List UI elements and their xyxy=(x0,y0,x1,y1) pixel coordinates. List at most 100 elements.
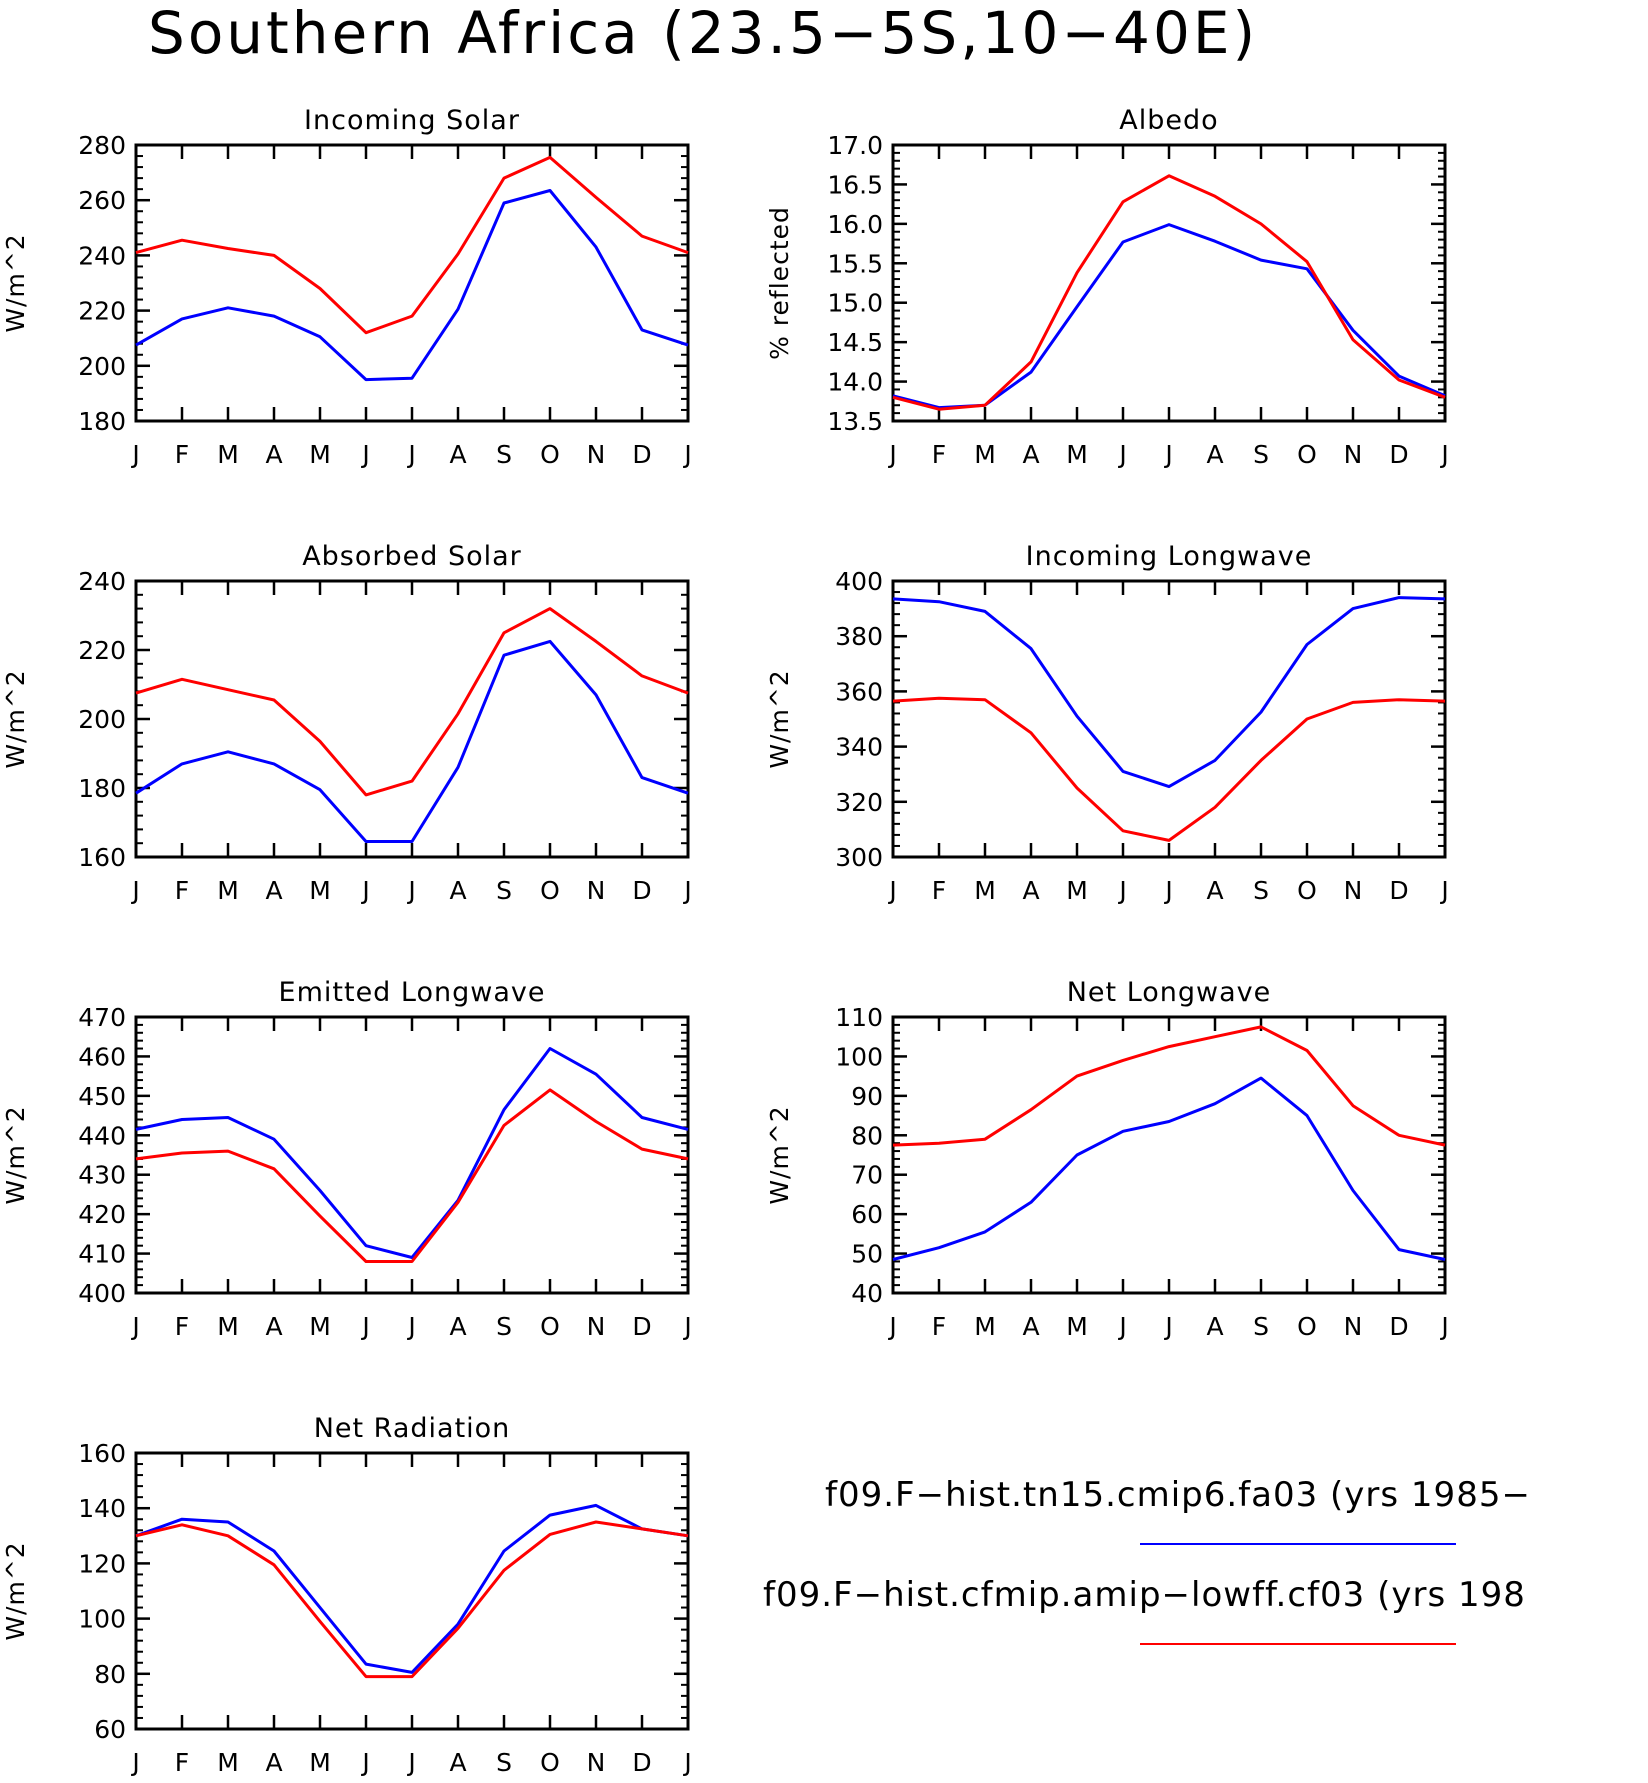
x-tick-label: J xyxy=(406,876,415,905)
x-tick-label: J xyxy=(887,1312,896,1341)
panel-title: Absorbed Solar xyxy=(302,541,522,572)
x-tick-label: N xyxy=(587,1312,606,1341)
figure-title: Southern Africa (23.5−5S,10−40E) xyxy=(148,0,1258,67)
x-tick-label: S xyxy=(1253,1312,1269,1341)
x-tick-label: J xyxy=(682,1312,691,1341)
x-tick-label: J xyxy=(887,440,896,469)
y-tick-label: 430 xyxy=(78,1161,126,1190)
x-tick-label: S xyxy=(496,876,512,905)
panel-incoming-longwave: J F M A M J J A S O N D J300320340360380400Incoming … xyxy=(765,541,1449,905)
series-line-case1 xyxy=(135,1047,689,1259)
series-line-case2 xyxy=(135,1088,689,1263)
x-tick-label: J xyxy=(1439,1312,1448,1341)
panel-incoming-solar: J F M A M J J A S O N D J180200220240260280Incoming … xyxy=(1,105,692,469)
y-tick-label: 320 xyxy=(835,788,883,817)
panel-title: Net Longwave xyxy=(1067,977,1272,1008)
y-tick-label: 160 xyxy=(78,1439,126,1468)
y-axis-label: W/m^2 xyxy=(1,669,30,768)
x-tick-label: M xyxy=(974,1312,996,1341)
x-tick-label: M xyxy=(309,1748,331,1777)
x-tick-label: D xyxy=(1389,876,1408,905)
series-line-case1 xyxy=(135,1503,689,1674)
y-axis-label: W/m^2 xyxy=(765,669,794,768)
y-tick-label: 14.0 xyxy=(827,368,883,397)
y-tick-label: 220 xyxy=(78,636,126,665)
y-tick-label: 160 xyxy=(78,843,126,872)
x-tick-label: J xyxy=(406,1312,415,1341)
x-tick-label: S xyxy=(496,440,512,469)
x-tick-label: A xyxy=(265,440,282,469)
plot-frame xyxy=(891,1015,1447,1295)
plot-frame xyxy=(891,143,1447,423)
y-tick-label: 460 xyxy=(78,1042,126,1071)
x-tick-label: A xyxy=(1022,440,1039,469)
y-tick-label: 120 xyxy=(78,1549,126,1578)
y-tick-label: 90 xyxy=(851,1082,883,1111)
y-tick-label: 380 xyxy=(835,622,883,651)
panels: J F M A M J J A S O N D J180200220240260280Incoming … xyxy=(1,105,1449,1777)
y-tick-label: 17.0 xyxy=(827,131,883,160)
plot-frame xyxy=(134,579,690,859)
y-tick-label: 300 xyxy=(835,843,883,872)
x-tick-label: F xyxy=(175,1748,189,1777)
x-tick-label: J xyxy=(130,1312,139,1341)
x-tick-label: O xyxy=(540,440,560,469)
y-tick-label: 110 xyxy=(835,1003,883,1032)
x-tick-label: O xyxy=(540,876,560,905)
y-axis-label: W/m^2 xyxy=(765,1105,794,1204)
x-tick-label: A xyxy=(1206,440,1223,469)
x-tick-label: J xyxy=(887,876,896,905)
series-line-case1 xyxy=(892,596,1446,789)
y-axis-label: W/m^2 xyxy=(1,1105,30,1204)
x-tick-label: M xyxy=(217,876,239,905)
y-tick-label: 100 xyxy=(835,1042,883,1071)
y-tick-label: 60 xyxy=(851,1200,883,1229)
x-tick-label: J xyxy=(1117,876,1126,905)
x-tick-label: J xyxy=(360,876,369,905)
x-tick-label: J xyxy=(1163,1312,1172,1341)
y-axis-label: % reflected xyxy=(765,206,794,360)
y-axis-label: W/m^2 xyxy=(1,233,30,332)
series-line-case2 xyxy=(135,155,689,335)
y-tick-label: 14.5 xyxy=(827,328,883,357)
panel-title: Net Radiation xyxy=(314,1413,511,1444)
x-tick-label: F xyxy=(175,1312,189,1341)
y-tick-label: 15.0 xyxy=(827,289,883,318)
series-line-case2 xyxy=(892,174,1446,411)
x-tick-label: A xyxy=(449,1748,466,1777)
x-tick-label: J xyxy=(360,1312,369,1341)
y-tick-label: 220 xyxy=(78,297,126,326)
x-tick-label: M xyxy=(217,1748,239,1777)
x-tick-label: S xyxy=(496,1748,512,1777)
x-tick-label: N xyxy=(1344,1312,1363,1341)
x-tick-label: J xyxy=(1163,440,1172,469)
x-tick-label: S xyxy=(496,1312,512,1341)
y-tick-label: 240 xyxy=(78,241,126,270)
x-tick-label: D xyxy=(1389,440,1408,469)
panel-title: Incoming Solar xyxy=(304,105,520,136)
x-tick-label: J xyxy=(1117,1312,1126,1341)
series-line-case2 xyxy=(892,1025,1446,1147)
x-tick-label: M xyxy=(309,1312,331,1341)
x-tick-label: J xyxy=(360,1748,369,1777)
x-tick-label: J xyxy=(1439,876,1448,905)
x-tick-label: N xyxy=(587,440,606,469)
x-tick-label: N xyxy=(587,876,606,905)
x-tick-label: J xyxy=(682,440,691,469)
x-tick-label: F xyxy=(932,440,946,469)
y-tick-label: 240 xyxy=(78,567,126,596)
x-tick-label: M xyxy=(309,440,331,469)
x-tick-label: J xyxy=(130,440,139,469)
x-tick-label: N xyxy=(587,1748,606,1777)
x-tick-label: F xyxy=(932,876,946,905)
y-tick-label: 13.5 xyxy=(827,407,883,436)
x-tick-label: F xyxy=(932,1312,946,1341)
plot-frame xyxy=(134,1451,690,1731)
y-tick-label: 360 xyxy=(835,677,883,706)
x-tick-label: A xyxy=(1206,876,1223,905)
x-tick-label: J xyxy=(1439,440,1448,469)
y-axis-label: W/m^2 xyxy=(1,1541,30,1640)
x-tick-label: J xyxy=(360,440,369,469)
x-tick-label: D xyxy=(632,876,651,905)
